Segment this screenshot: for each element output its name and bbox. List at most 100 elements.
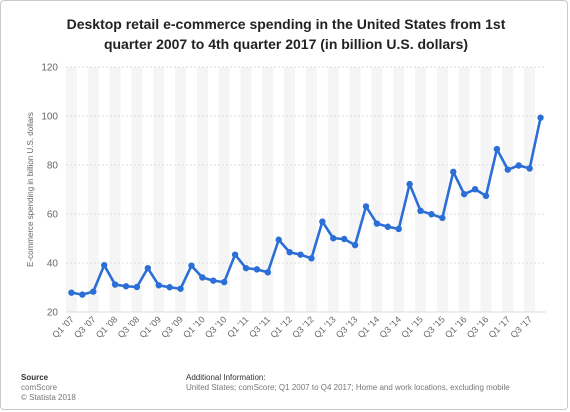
plot-band xyxy=(87,67,99,312)
plot-band xyxy=(240,67,252,312)
x-tick-label: Q3 '10 xyxy=(203,314,229,340)
y-axis-title: E-commerce spending in billion U.S. doll… xyxy=(26,112,35,267)
data-point xyxy=(373,220,381,227)
data-point xyxy=(493,145,501,153)
plot-band xyxy=(480,67,492,312)
x-tick-label: Q3 '13 xyxy=(334,314,360,340)
data-point xyxy=(264,269,272,276)
x-tick-label: Q1 '14 xyxy=(356,314,382,340)
plot-band xyxy=(175,67,186,312)
data-point xyxy=(450,168,457,176)
x-tick-label: Q3 '17 xyxy=(508,314,534,340)
data-point xyxy=(297,251,304,258)
y-tick-label: 60 xyxy=(47,210,59,221)
data-point xyxy=(384,223,392,230)
data-point xyxy=(210,277,217,284)
data-point xyxy=(428,211,435,218)
x-tick-label: Q3 '09 xyxy=(159,314,185,340)
data-point xyxy=(79,291,86,298)
source-heading: Source xyxy=(21,373,49,382)
x-tick-label: Q1 '10 xyxy=(181,314,207,340)
source-line: comScore xyxy=(21,383,58,392)
additional-info-block: Additional Information: United States; c… xyxy=(186,373,510,393)
chart-title: Desktop retail e-commerce spending in th… xyxy=(21,14,551,54)
plot-band xyxy=(458,67,470,312)
x-tick-label: Q1 '13 xyxy=(312,314,338,340)
series-line xyxy=(71,117,542,296)
data-point xyxy=(155,282,162,289)
x-tick-label: Q1 '11 xyxy=(225,314,250,339)
additional-info-heading: Additional Information: xyxy=(186,373,266,382)
data-point xyxy=(144,264,152,272)
plot-band xyxy=(131,67,143,312)
data-point xyxy=(471,186,479,193)
data-point xyxy=(90,288,97,295)
line-chart: 20 40 60 80 100 120 E-commerce spending in bil… xyxy=(26,63,546,340)
plot-band xyxy=(262,67,274,312)
data-point xyxy=(395,225,402,233)
copyright-line[interactable]: © Statista 2018 xyxy=(21,393,76,402)
y-tick-label: 80 xyxy=(47,161,59,172)
plot-band xyxy=(415,67,426,312)
data-point xyxy=(166,284,173,291)
y-tick-label: 20 xyxy=(47,308,59,319)
source-block: Source comScore © Statista 2018 xyxy=(21,373,76,403)
additional-info-text: United States; comScore; Q1 2007 to Q4 2… xyxy=(186,383,510,392)
data-point xyxy=(133,283,141,291)
data-point xyxy=(351,241,359,249)
plot-band xyxy=(327,67,339,312)
data-point xyxy=(439,214,446,222)
data-point xyxy=(515,162,522,169)
plot-band xyxy=(109,67,121,312)
data-point xyxy=(340,235,348,243)
plot-band xyxy=(306,67,317,312)
chart-title-line-2: quarter 2007 to 4th quarter 2017 (in bil… xyxy=(103,36,469,52)
y-tick-label: 100 xyxy=(41,112,58,123)
plot-band xyxy=(349,67,361,312)
y-tick-label: 120 xyxy=(41,63,58,74)
plot-band xyxy=(284,67,296,312)
data-point xyxy=(482,192,490,200)
data-point xyxy=(308,255,315,262)
data-point xyxy=(100,262,108,269)
x-tick-label: Q1 '17 xyxy=(487,314,513,340)
plot-band xyxy=(153,67,165,312)
data-point xyxy=(231,251,239,258)
x-tick-label: Q3 '15 xyxy=(421,314,447,340)
x-tick-label: Q3 '14 xyxy=(378,314,404,340)
data-point xyxy=(122,283,130,290)
y-tick-label: 40 xyxy=(47,259,59,270)
plot-band xyxy=(524,67,536,312)
data-point xyxy=(537,114,544,121)
data-point xyxy=(504,166,512,173)
plot-band xyxy=(436,67,448,312)
x-tick-label: Q3 '08 xyxy=(116,314,142,340)
data-point xyxy=(242,264,250,272)
x-tick-label: Q1 '12 xyxy=(268,314,294,340)
x-tick-label: Q1 '15 xyxy=(399,314,425,340)
data-point xyxy=(199,274,206,281)
data-point xyxy=(460,190,468,198)
plot-band xyxy=(218,67,230,312)
plot-band xyxy=(196,67,208,312)
data-point xyxy=(330,235,337,242)
data-point xyxy=(68,289,75,296)
data-point xyxy=(111,281,119,288)
x-tick-label: Q3 '11 xyxy=(247,314,272,339)
x-tick-label: Q1 '08 xyxy=(94,314,120,340)
data-point xyxy=(417,207,424,215)
data-point xyxy=(220,278,228,286)
x-tick-label: Q3 '07 xyxy=(72,314,98,340)
plot-band xyxy=(66,67,77,312)
plot-band xyxy=(371,67,383,312)
data-point xyxy=(253,266,261,273)
x-tick-label: Q1 '16 xyxy=(443,314,469,340)
data-point xyxy=(286,249,293,256)
data-point xyxy=(188,262,195,269)
plot-band xyxy=(502,67,514,312)
x-tick-label: Q3 '16 xyxy=(465,314,491,340)
chart-title-line-1: Desktop retail e-commerce spending in th… xyxy=(66,16,506,32)
x-tick-label: Q1 '09 xyxy=(138,314,164,340)
data-point xyxy=(177,285,184,292)
